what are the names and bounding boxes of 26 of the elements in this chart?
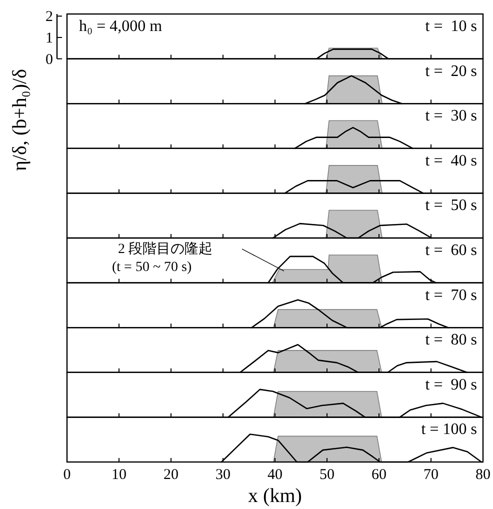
chart-title: t = 70 s (425, 286, 477, 304)
chart-title: t = 30 s (425, 108, 477, 125)
x-tick-label: 70 (424, 467, 438, 483)
chart-title: t = 10 s (425, 18, 477, 35)
x-tick-label: 50 (320, 467, 334, 483)
chart-title: t = 20 s (425, 62, 477, 80)
chart-title: t = 40 s (425, 152, 477, 170)
x-tick-label: 60 (372, 467, 386, 483)
annotation: h₀ = 4,000 m (79, 18, 163, 35)
x-tick-label: 80 (476, 467, 490, 483)
chart-title: t = 60 s (425, 242, 477, 259)
annotation: 2 段階目の隆起 (t = 50 ~ 70 s) (112, 241, 212, 275)
chart-title: t = 100 s (421, 421, 477, 438)
x-tick-label: 0 (63, 467, 71, 483)
chart-title: t = 90 s (425, 376, 477, 394)
chart-title: t = 80 s (425, 332, 477, 349)
x-tick-label: 30 (216, 467, 230, 483)
y-tick-label: 1 (46, 30, 53, 46)
x-axis-title: x (km) (248, 485, 302, 507)
x-tick-label: 20 (164, 467, 178, 483)
y-axis-title: η/δ, (b+h₀)/δ (9, 69, 31, 171)
x-tick-label: 40 (268, 467, 282, 483)
y-tick-label: 2 (46, 9, 53, 26)
x-tick-label: 10 (112, 467, 126, 483)
y-tick-label: 0 (46, 52, 53, 68)
chart-title: t = 50 s (425, 197, 477, 214)
